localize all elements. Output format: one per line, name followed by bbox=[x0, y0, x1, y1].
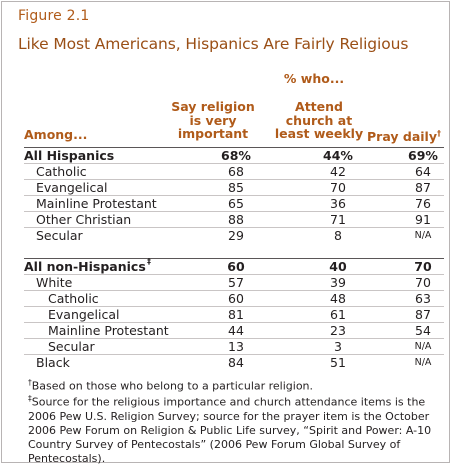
religion-important-value: 81 bbox=[228, 307, 244, 322]
church-weekly-value: 23 bbox=[330, 323, 346, 338]
church-weekly-value: 44% bbox=[323, 148, 353, 163]
table-row: Mainline Protestant 65 36 76 bbox=[24, 195, 444, 211]
header-church-weekly: Attend church at least weekly bbox=[270, 100, 368, 141]
footnote-dagger-mark: † bbox=[28, 378, 32, 387]
footnote-dagger: †Based on those who belong to a particul… bbox=[28, 376, 313, 394]
church-weekly-value: 48 bbox=[330, 291, 346, 306]
religion-important-value: 29 bbox=[228, 228, 244, 243]
church-weekly-value: 36 bbox=[330, 196, 346, 211]
table-row: All non-Hispanics ‡ 60 40 70 bbox=[24, 257, 444, 274]
religion-important-value: 57 bbox=[228, 275, 244, 290]
pray-daily-value: 87 bbox=[415, 307, 431, 322]
table-row: Catholic 68 42 64 bbox=[24, 163, 444, 179]
religion-important-value: 88 bbox=[228, 212, 244, 227]
pray-daily-value: 70 bbox=[415, 275, 431, 290]
pray-daily-value: 64 bbox=[415, 164, 431, 179]
table-row: Other Christian 88 71 91 bbox=[24, 211, 444, 227]
religion-important-value: 85 bbox=[228, 180, 244, 195]
church-weekly-value: 70 bbox=[330, 180, 346, 195]
header-religion-line3: important bbox=[177, 126, 249, 141]
row-label: Other Christian bbox=[36, 212, 132, 227]
header-church-line2: church at bbox=[285, 112, 353, 128]
table-row: Mainline Protestant 44 23 54 bbox=[24, 322, 444, 338]
pray-daily-value: N/A bbox=[414, 357, 432, 368]
row-label: All Hispanics bbox=[24, 148, 115, 163]
religion-important-value: 13 bbox=[228, 339, 244, 354]
pray-daily-value: N/A bbox=[414, 341, 432, 352]
church-weekly-value: 40 bbox=[329, 259, 347, 274]
row-label: Secular bbox=[36, 228, 83, 243]
row-label: Evangelical bbox=[48, 307, 120, 322]
header-religion-line1: Say religion bbox=[171, 99, 255, 114]
religion-important-value: 60 bbox=[227, 259, 245, 274]
row-label: Mainline Protestant bbox=[48, 323, 169, 338]
row-label: Mainline Protestant bbox=[36, 196, 157, 211]
table-row: Black 84 51 N/A bbox=[24, 354, 444, 370]
pray-daily-value: 63 bbox=[415, 291, 431, 306]
row-label: Catholic bbox=[48, 291, 99, 306]
pray-daily-value: 54 bbox=[415, 323, 431, 338]
figure-title: Like Most Americans, Hispanics Are Fairl… bbox=[18, 35, 409, 53]
row-label: Catholic bbox=[36, 164, 87, 179]
pray-daily-value: 69% bbox=[408, 148, 438, 163]
footnote-source-text: Source for the religious importance and … bbox=[28, 395, 432, 465]
table-row: Catholic 60 48 63 bbox=[24, 290, 444, 306]
religion-important-value: 44 bbox=[228, 323, 244, 338]
church-weekly-value: 51 bbox=[330, 355, 346, 370]
pray-daily-value: 87 bbox=[415, 180, 431, 195]
header-church-line3: least weekly bbox=[274, 126, 364, 141]
table-row: Evangelical 85 70 87 bbox=[24, 179, 444, 195]
table-row: All Hispanics 68% 44% 69% bbox=[24, 147, 444, 163]
header-church-line1: Attend bbox=[295, 99, 343, 114]
footnote-source: ‡Source for the religious importance and… bbox=[28, 392, 438, 466]
church-weekly-value: 71 bbox=[330, 212, 346, 227]
pray-daily-value: 76 bbox=[415, 196, 431, 211]
header-religion-important: Say religion is very important bbox=[165, 100, 261, 141]
dagger-mark: † bbox=[436, 129, 441, 138]
footnote-source-mark: ‡ bbox=[28, 394, 32, 403]
pray-daily-value: 91 bbox=[415, 212, 431, 227]
table-row: Secular 13 3 N/A bbox=[24, 338, 444, 354]
figure-label: Figure 2.1 bbox=[18, 8, 90, 24]
religion-important-value: 68% bbox=[221, 148, 251, 163]
table-row: Secular 29 8 N/A bbox=[24, 227, 444, 243]
church-weekly-value: 3 bbox=[334, 339, 342, 354]
church-weekly-value: 61 bbox=[330, 307, 346, 322]
row-label: All non-Hispanics bbox=[24, 259, 146, 274]
pray-daily-value: 70 bbox=[414, 259, 432, 274]
religion-important-value: 65 bbox=[228, 196, 244, 211]
row-label: Black bbox=[36, 355, 70, 370]
header-pct-who: % who... bbox=[283, 71, 345, 86]
header-pray-label: Pray daily bbox=[367, 129, 437, 145]
table-row: Evangelical 81 61 87 bbox=[24, 306, 444, 322]
footnote-dagger-text: Based on those who belong to a particula… bbox=[31, 379, 314, 393]
row-label: Evangelical bbox=[36, 180, 108, 195]
header-religion-line2: is very bbox=[189, 112, 237, 128]
header-among: Among... bbox=[24, 127, 88, 142]
double-dagger-mark: ‡ bbox=[147, 257, 151, 266]
church-weekly-value: 39 bbox=[330, 275, 346, 290]
row-label: Secular bbox=[48, 339, 95, 354]
row-label: White bbox=[36, 275, 73, 290]
pray-daily-value: N/A bbox=[414, 230, 432, 241]
header-pray-daily: Pray daily† bbox=[362, 127, 446, 144]
church-weekly-value: 8 bbox=[334, 228, 342, 243]
church-weekly-value: 42 bbox=[330, 164, 346, 179]
religion-important-value: 68 bbox=[228, 164, 244, 179]
table-row: White 57 39 70 bbox=[24, 274, 444, 290]
religion-important-value: 84 bbox=[228, 355, 244, 370]
religion-important-value: 60 bbox=[228, 291, 244, 306]
